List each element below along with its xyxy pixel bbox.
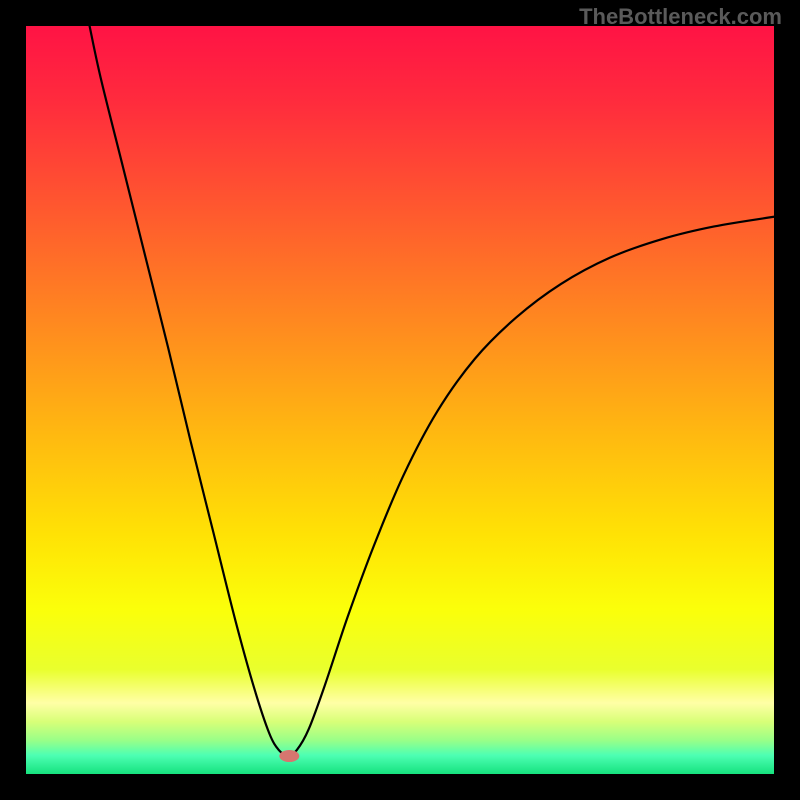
watermark-text: TheBottleneck.com xyxy=(579,4,782,30)
chart-svg xyxy=(0,0,800,800)
chart-gradient-background xyxy=(26,26,774,774)
chart-container: { "watermark": { "text": "TheBottleneck.… xyxy=(0,0,800,800)
optimal-point-marker xyxy=(279,750,299,762)
